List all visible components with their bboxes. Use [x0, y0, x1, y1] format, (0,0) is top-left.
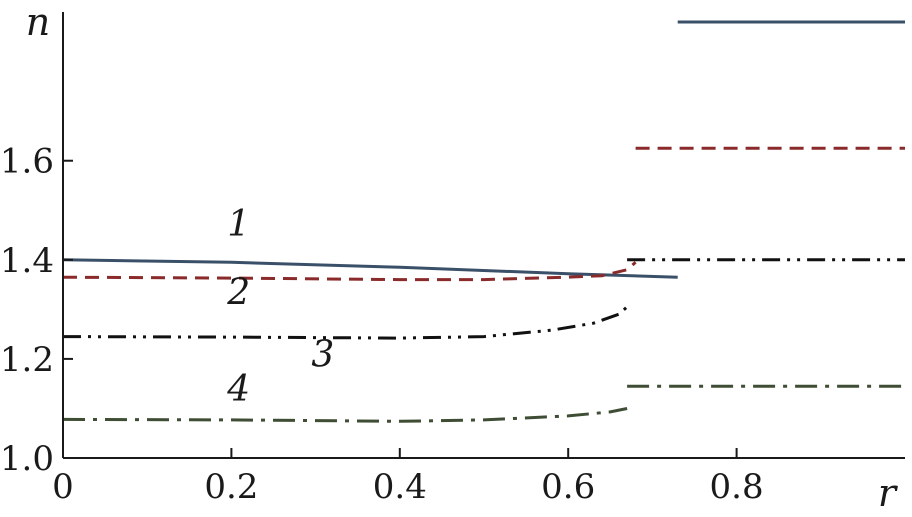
series-2-segment-1	[62, 261, 637, 282]
y-tick-label: 1.4	[0, 241, 54, 281]
y-axis-title: n	[26, 0, 50, 44]
x-tick-label: 0.6	[541, 467, 595, 507]
series-3-segment-1	[62, 305, 629, 340]
x-tick-label: 0.4	[373, 467, 427, 507]
y-tick-label: 1.6	[0, 142, 54, 182]
x-tick-label: 0.8	[710, 467, 764, 507]
curve-label-1: 1	[227, 204, 250, 245]
x-tick-label: 0.2	[204, 467, 258, 507]
x-tick-label: 0	[52, 467, 74, 507]
series-1-segment-1	[62, 258, 678, 279]
y-tick-label: 1.2	[0, 340, 54, 380]
curve-label-3: 3	[311, 334, 334, 375]
series-4-segment-1	[62, 407, 628, 423]
y-tick-label: 1.0	[0, 439, 54, 479]
curve-label-4: 4	[226, 369, 250, 410]
curves-group	[62, 20, 905, 423]
curve-labels-group: 1 2 3 4	[226, 204, 334, 410]
curve-label-2: 2	[226, 272, 250, 313]
ticks-group: 0 0.2 0.4 0.6 0.8 1.0 1.2 1.4 1.6	[0, 142, 764, 507]
x-axis-title: r	[878, 471, 899, 515]
